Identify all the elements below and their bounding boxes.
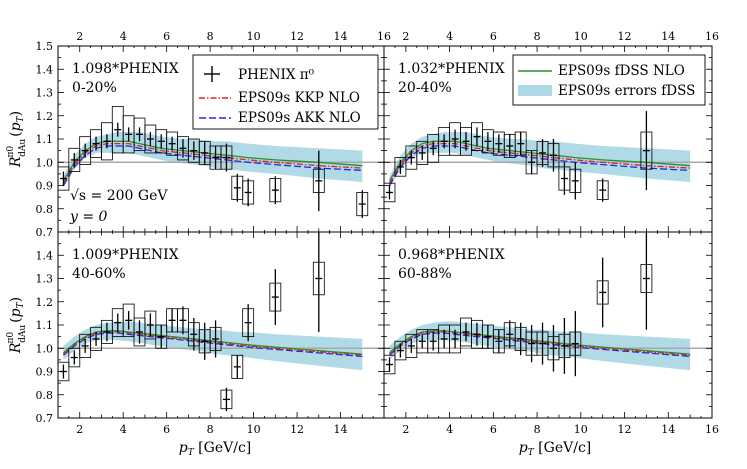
x-tick-label-top: 14 <box>661 30 675 43</box>
x-tick-label: 2 <box>76 423 83 436</box>
y-tick-label: 0.9 <box>36 180 54 193</box>
y-tick-label: 1.0 <box>36 156 54 169</box>
legend-right: EPS09s fDSS NLO EPS09s errors fDSS <box>512 54 706 106</box>
y-tick-label: 1.3 <box>36 273 54 286</box>
x-axis-label-left: pT [GeV/c] <box>179 440 252 458</box>
x-tick-label-top: 8 <box>534 30 541 43</box>
legend-frame <box>192 54 379 130</box>
x-tick-label: 6 <box>163 423 170 436</box>
legend-band-swatch <box>518 85 552 96</box>
normalization-label: 1.032*PHENIX <box>398 61 505 77</box>
y-axis-label-bottom: Rπ0 dAu(pT) <box>6 297 28 354</box>
x-tick-label: 6 <box>490 423 497 436</box>
x-tick-label-top: 14 <box>334 30 348 43</box>
legend-kkp-label: EPS09s KKP NLO <box>238 90 360 106</box>
normalization-label: 1.098*PHENIX <box>72 61 179 77</box>
y-tick-label: 1.4 <box>36 63 54 76</box>
normalization-label: 0.968*PHENIX <box>398 247 505 263</box>
x-tick-label-top: 2 <box>402 30 409 43</box>
y-tick-label: 1.2 <box>36 296 54 309</box>
legend-left: PHENIX π⁰ EPS09s KKP NLO EPS09s AKK NLO <box>192 54 379 130</box>
x-tick-label: 10 <box>574 423 588 436</box>
plot-area <box>58 106 384 219</box>
panels-group: 0.7 0.8 0.9 1.0 1.1 1.2 1.3 1.4 1.5 2 4 6 8 10 12 14 16 1… <box>36 30 720 436</box>
x-tick-label-top: 8 <box>207 30 214 43</box>
legend-frame <box>512 54 706 106</box>
sys-error-box <box>58 361 70 382</box>
sqrt-s-annotation: √s = 200 GeV <box>70 188 168 204</box>
centrality-label: 40-60% <box>72 266 126 282</box>
x-tick-label-top: 2 <box>76 30 83 43</box>
centrality-label: 20-40% <box>398 80 452 96</box>
curve-akk <box>388 145 691 186</box>
sys-error-box <box>384 354 396 375</box>
y-tick-label: 1.1 <box>36 319 54 332</box>
error-band-fdss <box>63 321 363 371</box>
x-tick-label-top: 6 <box>163 30 170 43</box>
y-tick-label: 1.0 <box>36 342 54 355</box>
x-tick-label: 8 <box>207 423 214 436</box>
x-tick-label: 14 <box>661 423 675 436</box>
x-tick-label: 10 <box>247 423 261 436</box>
y-tick-label: 0.7 <box>36 226 54 239</box>
legend-data-label: PHENIX π⁰ <box>238 67 315 83</box>
y-tick-label: 0.7 <box>36 412 54 425</box>
x-tick-label-top: 16 <box>705 30 719 43</box>
x-tick-label: 14 <box>334 423 348 436</box>
y-axis-label-top: Rπ0 dAu(pT) <box>6 111 28 168</box>
x-tick-label: 8 <box>534 423 541 436</box>
x-tick-label: 4 <box>446 423 453 436</box>
curve-akk <box>62 332 363 358</box>
error-band-fdss <box>389 321 691 371</box>
x-tick-label-top: 12 <box>618 30 632 43</box>
x-tick-label-top: 4 <box>120 30 127 43</box>
legend-band-label: EPS09s errors fDSS <box>558 83 695 99</box>
rapidity-annotation: y = 0 <box>69 209 108 225</box>
plot-area <box>384 111 712 203</box>
sys-error-box <box>58 166 70 191</box>
x-tick-label-top: 16 <box>377 30 391 43</box>
y-tick-label: 1.4 <box>36 249 54 262</box>
panel-2: 2 4 6 8 10 12 14 16 1.032*PHENIX 20-40% EPS09s fDS… <box>383 30 719 233</box>
x-tick-label-top: 10 <box>574 30 588 43</box>
legend-fdss-label: EPS09s fDSS NLO <box>558 63 685 79</box>
x-tick-label: 4 <box>120 423 127 436</box>
curve-kkp <box>62 331 363 356</box>
y-tick-label: 0.9 <box>36 366 54 379</box>
sys-error-box <box>384 182 396 203</box>
x-tick-label-top: 10 <box>247 30 261 43</box>
x-tick-label-top: 4 <box>446 30 453 43</box>
x-tick-label-top: 6 <box>490 30 497 43</box>
error-band-fdss <box>389 132 691 188</box>
curve-kkp <box>62 142 363 184</box>
y-tick-label: 0.8 <box>36 203 54 216</box>
panel-4: 2 4 6 8 10 12 14 16 0.968*PHENIX 60-88% <box>383 231 719 436</box>
panel-3: 0.7 0.8 0.9 1.0 1.1 1.2 1.3 1.4 2 4 6 8 10 12 14 1.009*… <box>36 231 385 436</box>
y-tick-label: 0.8 <box>36 389 54 402</box>
curve-akk <box>62 145 363 186</box>
plot-area <box>384 232 712 377</box>
x-tick-label: 12 <box>618 423 632 436</box>
y-tick-label: 1.3 <box>36 87 54 100</box>
axes-labels-group: Rπ0 dAu(pT) Rπ0 dAu(pT) pT [GeV/c] pT [GeV… <box>6 111 591 458</box>
x-tick-label: 12 <box>290 423 304 436</box>
normalization-label: 1.009*PHENIX <box>72 247 179 263</box>
x-tick-label: 16 <box>705 423 719 436</box>
y-tick-label: 1.2 <box>36 110 54 123</box>
panel-1: 0.7 0.8 0.9 1.0 1.1 1.2 1.3 1.4 1.5 2 4 6 8 10 12 14 16 1… <box>36 30 392 239</box>
centrality-label: 0-20% <box>72 80 117 96</box>
x-tick-label: 2 <box>402 423 409 436</box>
x-tick-label-top: 12 <box>290 30 304 43</box>
plot-area <box>58 232 384 412</box>
y-tick-label: 1.1 <box>36 133 54 146</box>
y-tick-label: 1.5 <box>36 40 54 53</box>
legend-akk-label: EPS09s AKK NLO <box>238 110 361 126</box>
x-axis-label-right: pT [GeV/c] <box>519 440 592 458</box>
curve-fdss <box>62 330 363 355</box>
centrality-label: 60-88% <box>398 266 452 282</box>
